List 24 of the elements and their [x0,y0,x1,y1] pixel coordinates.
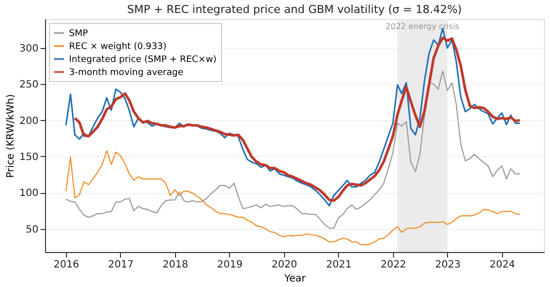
line-series [65,150,520,246]
x-tick-label: 2022 [380,260,406,270]
y-tick-label: 50 [26,224,38,236]
band-label: 2022 energy crisis [386,22,460,31]
x-tick-label: 2024 [490,260,516,270]
x-tick-label: 2017 [108,260,134,270]
x-tick-label: 2020 [272,260,298,270]
y-tick-label: 300 [19,43,38,54]
legend-label: 3-month moving average [69,68,184,78]
x-tick-label: 2023 [435,260,461,270]
y-tick-label: 150 [19,152,38,163]
x-tick-label: 2018 [162,260,188,270]
y-tick-label: 250 [19,80,38,91]
legend-label: REC × weight (0.933) [69,42,166,52]
x-tick-label: 2019 [217,260,243,270]
chart-title: SMP + REC integrated price and GBM volatility (σ = 18.42%) [127,3,462,16]
y-tick-label: 200 [19,116,38,127]
y-tick-label: 100 [19,188,38,200]
x-tick-label: 2021 [326,260,352,270]
x-tick-label: 2016 [54,260,80,270]
x-axis-title: Year [283,274,306,284]
y-axis-title: Price (KRW/kWh) [5,94,16,178]
legend-label: SMP [69,29,88,39]
legend-label: Integrated price (SMP + REC×w) [69,55,217,65]
